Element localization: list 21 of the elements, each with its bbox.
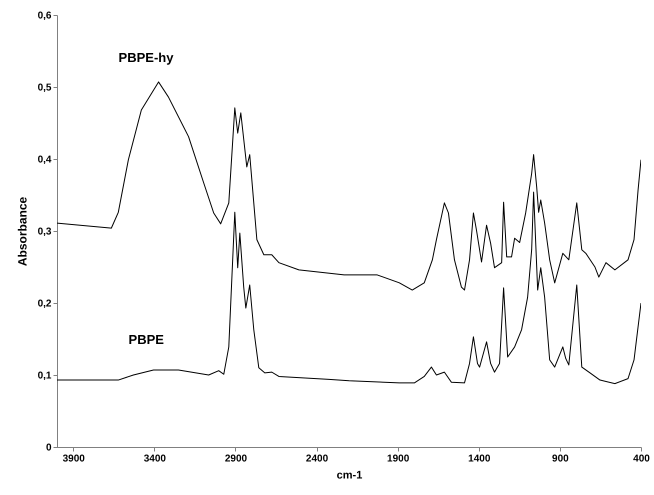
x-tick-label: 1900 xyxy=(387,454,410,464)
y-axis-title: Absorbance xyxy=(16,196,30,266)
y-tick-label: 0,5 xyxy=(38,82,52,94)
x-tick-label: 2400 xyxy=(306,454,329,464)
y-tick-label: 0,3 xyxy=(38,226,52,238)
x-tick-label: 3400 xyxy=(144,454,166,464)
line-series xyxy=(57,192,641,384)
x-tick-label: 1400 xyxy=(468,454,491,464)
x-tick-label: 2900 xyxy=(224,454,248,464)
x-tick-label: 900 xyxy=(552,454,570,464)
y-tick-label: 0,2 xyxy=(38,298,52,310)
y-tick-label: 0,4 xyxy=(38,154,52,166)
x-tick-label: 400 xyxy=(633,454,650,464)
y-tick-label: 0 xyxy=(46,442,52,454)
line-series xyxy=(57,81,641,291)
series-label: PBPE-hy xyxy=(118,50,174,65)
x-tick-label: 3900 xyxy=(62,454,86,464)
y-tick-label: 0,6 xyxy=(38,10,52,22)
x-axis-title: cm-1 xyxy=(336,470,362,482)
series-label: PBPE xyxy=(128,332,164,347)
y-tick-label: 0,1 xyxy=(38,370,52,382)
